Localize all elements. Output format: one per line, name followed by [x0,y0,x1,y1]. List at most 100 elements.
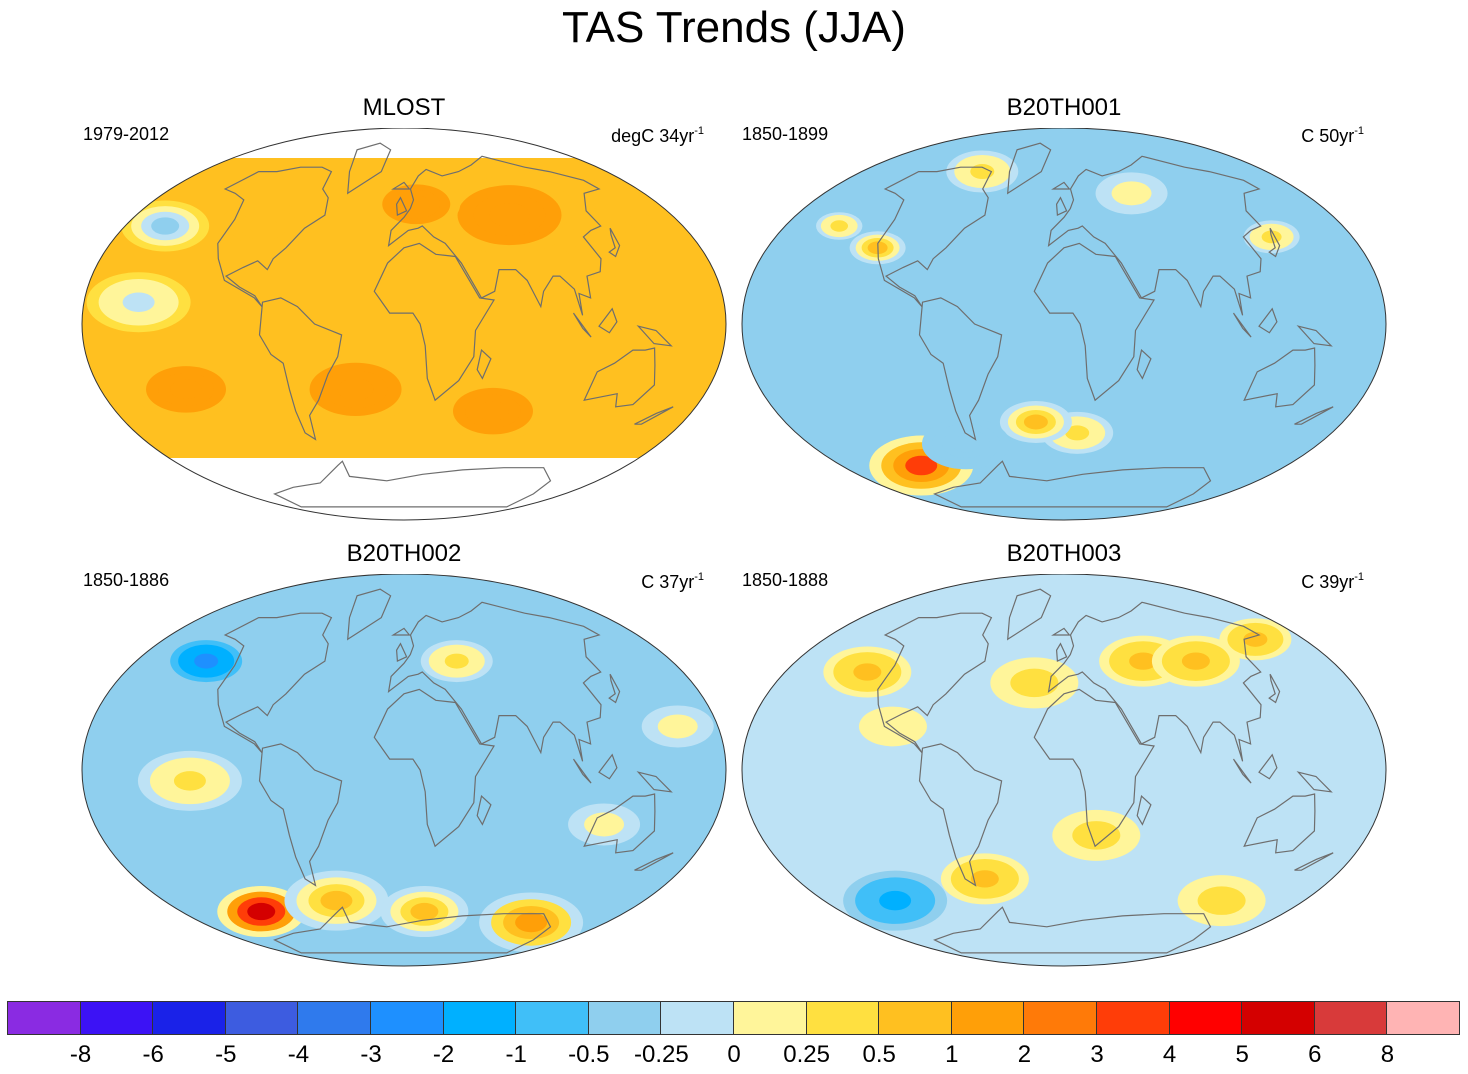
coastline [918,297,1003,441]
colorbar-tick-label: -1 [505,1041,527,1068]
colorbar-tick-label: -5 [215,1041,237,1068]
colorbar-box [660,1001,734,1035]
coastline [636,771,673,793]
coastline [391,181,411,190]
coastline [608,673,621,704]
coastline [1136,794,1152,826]
coastline [877,612,993,753]
coastline [347,142,392,195]
units-label: C 39yr-1 [1301,571,1364,592]
colorbar-box [1168,1001,1243,1035]
temperature-trend-field [82,574,726,966]
colorbar-box [950,1001,1025,1035]
colorbar-box [369,1001,444,1035]
colorbar-tick-label: 0.5 [862,1041,896,1068]
coastline [598,753,618,780]
figure-title: TAS Trends (JJA) [562,3,906,52]
trend-contour [1065,425,1090,441]
colorbar-tick-label: -3 [360,1041,382,1068]
map-boundary [741,128,1387,521]
units-label: C 50yr-1 [1301,125,1364,146]
colorbar-tick-label: 8 [1380,1041,1395,1068]
trend-contour [830,220,849,232]
trend-contour [194,653,219,669]
trend-contour [489,203,530,228]
trend-contour [1119,185,1144,201]
period-label: 1850-1888 [742,570,829,590]
trend-contour [1023,414,1048,430]
colorbar [7,1001,1460,1035]
colorbar-box [79,1001,154,1035]
coastline [933,906,1212,954]
colorbar-tick-label: -2 [432,1041,455,1068]
trend-contour [320,890,353,911]
colorbar-tick-label: 3 [1090,1041,1104,1068]
units-label: degC 34yr-1 [611,125,704,146]
trend-contour [476,401,509,421]
coastline [1296,325,1333,347]
coastline [1047,155,1262,316]
map-plot [741,128,1387,521]
colorbar-box [1095,1001,1170,1035]
panel-title: B20TH003 [1006,540,1122,567]
coastline [877,166,993,307]
trend-contour [515,912,548,933]
colorbar-box [1313,1001,1388,1035]
trend-contour [905,455,938,476]
map-plot [81,574,727,967]
coastline [1268,673,1281,704]
trend-contour [592,816,617,832]
map-plot [741,574,1387,967]
coastline [258,297,343,441]
coastline [217,166,333,307]
colorbar-box [152,1001,226,1035]
trend-contour [970,870,999,888]
coastline [1258,307,1278,334]
coastline [1268,227,1281,258]
coastline [273,460,552,508]
colorbar-tick-label: -4 [287,1041,310,1068]
map-panel-mlost: MLOST 1979-2012 degC 34yr-1 [74,94,734,534]
coastline [572,312,592,338]
colorbar-tick-label: 1 [945,1041,959,1068]
map-boundary [741,574,1387,967]
temperature-trend-field [742,128,1386,520]
trend-contour [951,435,980,453]
coastline [1055,642,1068,663]
trend-contour [665,718,690,734]
coastline [387,601,602,762]
trend-contour [337,378,374,401]
coastline [933,460,1212,508]
coastline [217,612,333,753]
colorbar-box [224,1001,299,1035]
map-boundary [81,128,727,521]
coastline [1136,348,1152,380]
coastline [1047,601,1262,762]
trend-contour [410,902,439,921]
period-label: 1850-1886 [83,570,170,590]
coastline [1007,588,1052,641]
trend-contour [879,890,912,911]
coastline [1055,196,1068,217]
colorbar-box [805,1001,880,1035]
panel-title: B20TH001 [1006,94,1122,121]
map-plot [81,128,727,521]
colorbar-box [515,1001,589,1035]
map-boundary [81,574,727,967]
coastline [1243,793,1316,854]
trend-contour [444,653,469,669]
coastline [918,743,1003,887]
temperature-trend-field [742,574,1386,966]
colorbar-box [1241,1001,1315,1035]
coastline [258,743,343,887]
colorbar-tick-label: 5 [1235,1041,1249,1068]
coastline [1033,688,1155,848]
trend-contour [151,217,180,235]
colorbar-tick-label: 0.25 [783,1041,830,1068]
trend-contour [249,217,278,235]
coastline [572,758,592,784]
coastline [1232,758,1252,784]
trend-contour [970,164,995,180]
coastline [1294,852,1334,871]
missing-data-region [82,458,726,520]
